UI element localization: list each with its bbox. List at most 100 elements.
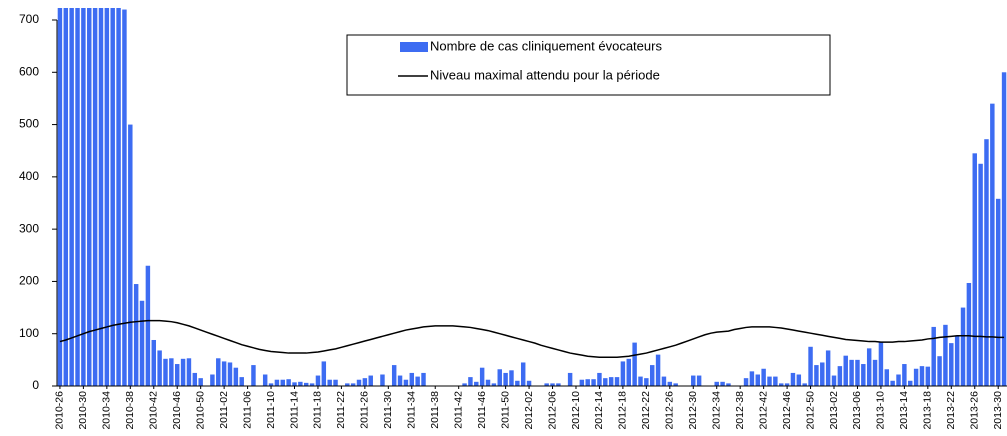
bar	[391, 365, 397, 386]
bar	[356, 379, 362, 386]
x-tick-label: 2012-02	[523, 391, 535, 430]
bar	[345, 383, 350, 386]
bar	[362, 378, 368, 386]
bar	[632, 342, 637, 386]
y-tick-label: 700	[19, 12, 39, 26]
bar	[743, 378, 749, 386]
y-tick-label: 100	[19, 326, 39, 340]
bar	[262, 374, 268, 386]
bar	[227, 362, 233, 386]
x-tick-label: 2011-38	[429, 391, 441, 429]
x-tick-label: 2012-46	[781, 391, 793, 430]
bar	[128, 124, 133, 387]
x-tick-label: 2011-06	[241, 391, 253, 429]
bar	[872, 359, 878, 386]
x-tick-label: 2011-14	[288, 391, 300, 429]
bar	[321, 361, 327, 386]
bar	[157, 350, 162, 386]
bar	[966, 282, 972, 386]
x-tick-label: 2010-30	[77, 391, 89, 430]
bar	[485, 379, 491, 386]
bar	[890, 380, 895, 386]
bar	[327, 379, 332, 386]
bar	[773, 376, 778, 386]
bar	[479, 367, 485, 386]
bar	[749, 371, 755, 386]
bar	[122, 9, 127, 387]
bar	[63, 8, 69, 387]
bar	[925, 366, 931, 386]
bar	[661, 376, 667, 386]
x-tick-label: 2012-06	[546, 391, 558, 430]
x-tick-label: 2012-26	[664, 391, 676, 430]
x-tick-label: 2013-02	[828, 391, 840, 430]
x-tick-label: 2012-10	[570, 391, 582, 430]
y-tick-label: 200	[19, 274, 39, 288]
bar	[192, 372, 198, 386]
x-tick-label: 2010-50	[194, 391, 206, 430]
bar	[720, 381, 725, 386]
bar	[174, 364, 180, 386]
bar	[954, 336, 960, 386]
bar	[491, 383, 497, 386]
bar	[526, 380, 532, 386]
bar	[603, 378, 608, 386]
bar	[520, 362, 526, 386]
x-tick-label: 2013-10	[875, 391, 887, 430]
x-tick-label: 2012-50	[804, 391, 816, 430]
bar	[221, 361, 227, 386]
bar	[614, 377, 620, 386]
bar	[415, 376, 420, 386]
x-tick-label: 2012-42	[757, 391, 769, 430]
bar	[116, 8, 121, 386]
bar	[691, 375, 696, 386]
bar	[755, 374, 760, 386]
bar	[913, 368, 919, 386]
bar	[87, 8, 92, 386]
bar	[855, 359, 860, 386]
x-tick-label: 2010-34	[101, 391, 113, 430]
bar	[233, 367, 239, 386]
bar	[931, 326, 936, 386]
y-tick-label: 600	[19, 64, 39, 78]
bar	[133, 284, 139, 386]
bar	[866, 348, 872, 386]
bar	[57, 8, 63, 386]
bar	[995, 198, 1001, 386]
bar	[151, 339, 156, 386]
bar	[556, 383, 561, 386]
bar	[139, 300, 145, 386]
bar	[649, 365, 655, 386]
bar	[544, 383, 549, 386]
bar	[409, 372, 415, 386]
x-tick-label: 2013-26	[969, 391, 981, 430]
bar	[591, 379, 596, 386]
bar	[808, 346, 813, 386]
bar	[104, 8, 110, 387]
y-tick-label: 0	[32, 378, 39, 392]
x-tick-label: 2011-30	[382, 391, 394, 429]
x-tick-label: 2011-46	[476, 391, 488, 429]
bar	[509, 370, 514, 386]
bar	[937, 356, 942, 386]
bar	[280, 379, 285, 386]
x-tick-label: 2013-14	[898, 391, 910, 430]
x-tick-label: 2011-18	[312, 391, 324, 429]
x-tick-label: 2011-42	[452, 391, 464, 429]
bar	[585, 379, 590, 386]
bar	[655, 354, 661, 386]
bar	[251, 365, 256, 386]
bar	[831, 375, 837, 386]
bar	[198, 378, 203, 386]
bar	[274, 379, 280, 386]
bar	[714, 381, 719, 386]
bar	[990, 103, 995, 387]
x-tick-label: 2010-46	[171, 391, 183, 430]
bar	[626, 358, 631, 386]
bar	[292, 382, 297, 386]
bar	[368, 375, 373, 386]
bar	[421, 372, 426, 386]
bar	[468, 377, 473, 386]
bar	[92, 8, 98, 386]
